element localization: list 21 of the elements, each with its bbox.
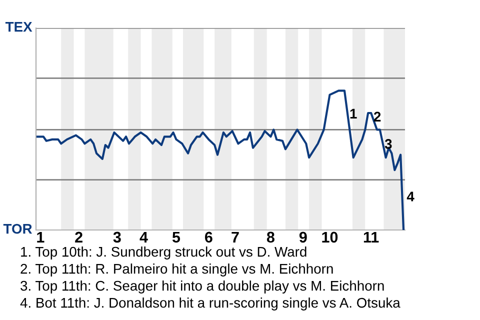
x-tick-label: 3 xyxy=(113,232,121,243)
text: TOR xyxy=(3,224,32,234)
x-tick-label: 11 xyxy=(364,232,379,242)
text: 4 xyxy=(406,192,414,202)
x-tick-label: 2 xyxy=(75,232,82,242)
x-tick-label: 6 xyxy=(205,232,212,243)
x-tick-label: 5 xyxy=(172,232,180,243)
text: 4. Bot 11th: J. Donaldson hit a run-scoring single vs A. Otsuka xyxy=(20,298,400,310)
x-tick-label: 1 xyxy=(37,232,44,242)
text: 2. Top 11th: R. Palmeiro hit a single vs M. Eichhorn xyxy=(20,264,333,276)
x-tick-label: 8 xyxy=(266,232,274,243)
annotation: 2 xyxy=(374,112,381,122)
text: TEX xyxy=(5,22,32,32)
x-tick-label: 7 xyxy=(232,232,239,242)
annotation: 3 xyxy=(384,139,392,149)
x-tick-label: 9 xyxy=(299,232,307,243)
x-tick-label: 10 xyxy=(322,232,338,243)
text: 1. Top 10th: J. Sundberg struck out vs D. Ward xyxy=(21,246,306,260)
x-tick-label: 4 xyxy=(140,232,148,242)
text: 3. Top 11th: C. Seager hit into a double play vs M. Eichhorn xyxy=(20,280,384,294)
annotation: 1 xyxy=(350,108,357,118)
